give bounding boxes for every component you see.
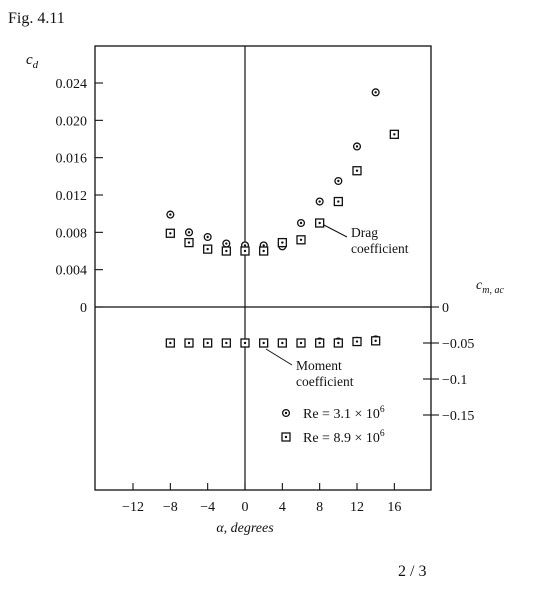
drag-annotation: Drag coefficient — [321, 223, 409, 256]
legend-circle-dot-icon — [281, 408, 291, 418]
drag-point-re-3-1 — [352, 142, 362, 151]
moment-annotation: Moment coefficient — [265, 348, 354, 389]
drag-point-re-3-1 — [334, 176, 343, 186]
y2-tick-label: −0.1 — [442, 373, 467, 388]
x-tick-label: 8 — [316, 500, 323, 515]
legend-entry-re-8-9: Re = 8.9 × 106 — [303, 429, 385, 446]
moment-point-re-8-9 — [184, 338, 194, 348]
legend: Re = 3.1 × 106 Re = 8.9 × 106 — [281, 405, 385, 446]
figure-label: Fig. 4.11 — [8, 10, 65, 27]
moment-point-re-8-9 — [333, 338, 343, 348]
page-number: 2 / 3 — [398, 563, 427, 580]
moment-point-re-8-9 — [371, 336, 381, 346]
drag-point-re-8-9 — [240, 246, 250, 256]
y-tick-label: 0.024 — [56, 77, 88, 92]
x-axis-label: α, degrees — [216, 521, 274, 536]
x-tick-label: −8 — [163, 500, 178, 515]
y-axis-ticks: 0 0.004 0.008 0.012 0.016 0.020 0.024 — [56, 77, 103, 316]
y2-axis-label: cm, ac — [476, 278, 504, 296]
y-tick-label: 0.020 — [56, 114, 88, 129]
legend-square-dot-icon — [281, 432, 291, 442]
drag-point-re-8-9 — [296, 235, 306, 245]
drag-point-re-8-9 — [203, 244, 213, 254]
moment-label-line1: Moment — [296, 358, 342, 373]
moment-point-re-8-9 — [277, 338, 287, 348]
y-tick-label: 0 — [80, 301, 87, 316]
moment-label-line2: coefficient — [296, 374, 354, 389]
moment-point-re-8-9 — [352, 336, 362, 347]
y2-tick-label: −0.15 — [442, 409, 474, 424]
moment-point-re-8-9 — [315, 338, 325, 348]
x-tick-label: 0 — [242, 500, 249, 515]
drag-point-re-8-9 — [184, 237, 194, 248]
plot-frame — [94, 45, 432, 491]
moment-point-re-8-9 — [165, 338, 175, 348]
drag-leader-line — [321, 223, 348, 238]
drag-point-re-3-1 — [203, 232, 212, 242]
legend-marker-circle-dot — [281, 408, 291, 418]
y2-tick-label: 0 — [442, 301, 449, 316]
drag-point-re-8-9 — [165, 228, 175, 238]
x-tick-label: 12 — [350, 500, 364, 515]
moment-point-re-8-9 — [259, 338, 269, 348]
y-tick-label: 0.004 — [56, 264, 88, 279]
moment-point-re-8-9 — [203, 338, 213, 348]
drag-point-re-3-1 — [222, 239, 231, 248]
y-axis-label: cd — [26, 52, 39, 71]
drag-point-re-8-9 — [333, 196, 343, 207]
moment-point-re-8-9 — [240, 338, 250, 348]
y-tick-label: 0.012 — [56, 189, 88, 204]
moment-point-re-8-9 — [296, 338, 306, 348]
drag-point-re-8-9 — [277, 237, 287, 248]
moment-point-re-8-9 — [221, 338, 231, 348]
drag-label-line2: coefficient — [351, 241, 409, 256]
legend-entry-re-3-1: Re = 3.1 × 106 — [303, 405, 385, 422]
x-tick-label: −4 — [200, 500, 215, 515]
drag-point-re-8-9 — [221, 246, 231, 256]
data-points — [165, 88, 399, 348]
drag-point-re-3-1 — [166, 210, 175, 219]
drag-point-re-8-9 — [259, 246, 269, 256]
drag-point-re-3-1 — [296, 218, 306, 228]
x-tick-label: 4 — [279, 500, 286, 515]
y-tick-label: 0.008 — [56, 226, 88, 241]
drag-label-line1: Drag — [351, 225, 378, 240]
moment-leader-line — [265, 348, 293, 366]
drag-point-re-3-1 — [184, 228, 194, 237]
y-tick-label: 0.016 — [56, 152, 88, 167]
drag-point-re-3-1 — [315, 197, 324, 206]
drag-point-re-8-9 — [315, 218, 325, 228]
x-axis-ticks: −12 −8 −4 0 4 8 12 16 — [122, 483, 401, 515]
drag-point-re-3-1 — [371, 88, 380, 97]
y2-tick-label: −0.05 — [442, 337, 474, 352]
legend-marker-square-dot — [281, 432, 291, 442]
y2-axis-ticks: 0 −0.05 −0.1 −0.15 — [423, 301, 474, 424]
x-tick-label: 16 — [387, 500, 401, 515]
drag-point-re-8-9 — [352, 166, 362, 176]
x-tick-label: −12 — [122, 500, 144, 515]
drag-point-re-8-9 — [389, 129, 399, 139]
